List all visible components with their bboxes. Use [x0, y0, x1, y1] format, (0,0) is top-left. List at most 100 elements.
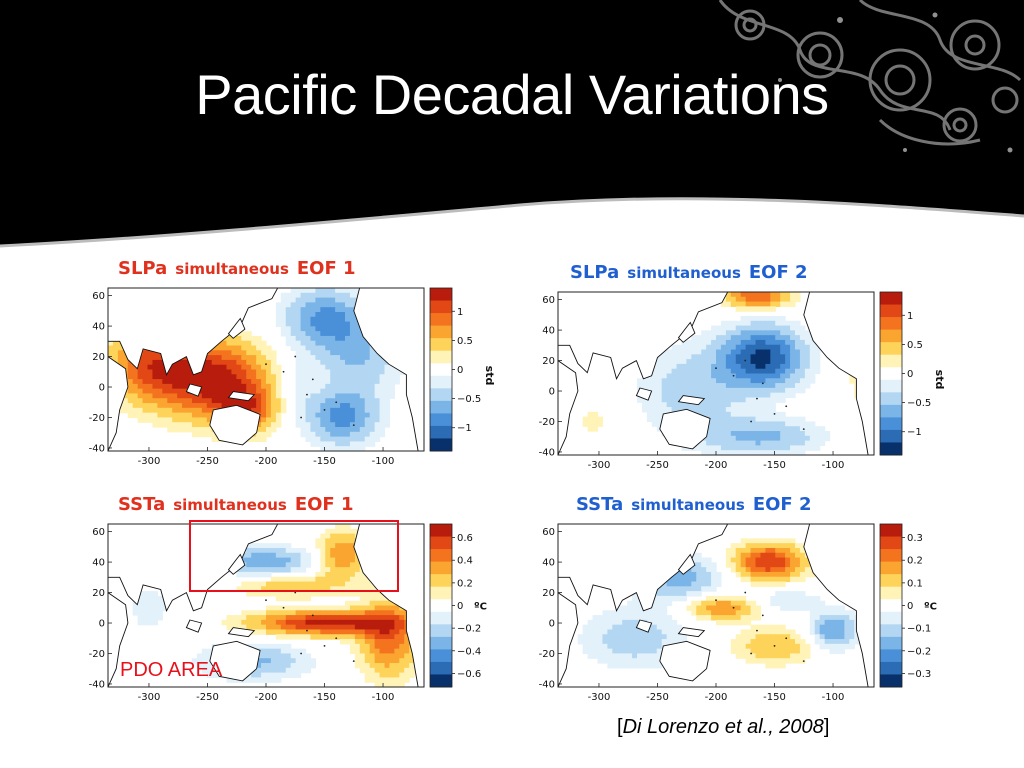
colorbar-unit: std — [933, 370, 946, 390]
colorbar-tick-label: 0.4 — [457, 556, 473, 567]
panel-variable: SSTa — [118, 494, 166, 515]
map-ssta-eof1: 60 40 20 0 -20 -40 -300 -250 -200 -150 -100 0.6 0.4 0… — [89, 523, 487, 703]
colorbar-tick-label: −0.2 — [907, 646, 931, 657]
lon-tick-label: -200 — [255, 456, 278, 467]
lon-tick-label: -200 — [705, 692, 728, 703]
colorbar-tick-label: −1 — [907, 427, 922, 438]
panel-variable: SLPa — [570, 262, 620, 283]
lat-tick-label: 60 — [542, 295, 555, 306]
lon-tick-label: -300 — [138, 456, 161, 467]
lon-tick-label: -100 — [372, 456, 395, 467]
colorbar-tick-label: 0 — [457, 365, 463, 376]
citation-close-bracket: ] — [823, 716, 830, 738]
panel-slpa-eof1: SLPa simultaneous EOF 1 60 40 20 0 -20 -40 -300 -… — [88, 258, 508, 477]
panel-variable: SSTa — [576, 494, 624, 515]
panel-eof: EOF 1 — [294, 494, 354, 515]
lat-tick-label: 0 — [549, 387, 555, 398]
colorbar-unit: ºC — [924, 602, 937, 613]
panel-title: SLPa simultaneous EOF 1 — [118, 258, 356, 279]
lat-tick-label: 40 — [92, 322, 105, 333]
colorbar-tick-label: −0.4 — [457, 646, 481, 657]
colorbar-tick-label: −0.6 — [457, 669, 481, 680]
map-slpa-eof2: 60 40 20 0 -20 -40 -300 -250 -200 -150 -100 1 0.5 0 −0… — [539, 291, 946, 471]
colorbar-tick-label: −0.5 — [907, 398, 931, 409]
lat-tick-label: -40 — [539, 447, 555, 458]
panel-mode: simultaneous — [175, 260, 289, 278]
pdo-area-box — [189, 520, 399, 592]
lat-tick-label: 60 — [92, 291, 105, 302]
citation: [Di Lorenzo et al., 2008] — [617, 716, 829, 739]
lon-tick-label: -300 — [588, 460, 611, 471]
lat-tick-label: 40 — [542, 326, 555, 337]
lat-tick-label: 0 — [99, 619, 105, 630]
lat-tick-label: -40 — [89, 679, 105, 690]
lon-tick-label: -200 — [255, 692, 278, 703]
colorbar-tick-label: 0.2 — [457, 578, 473, 589]
map-ssta-eof2: 60 40 20 0 -20 -40 -300 -250 -200 -150 -100 0.3 0.2 0… — [539, 523, 937, 703]
pdo-area-label: PDO AREA — [120, 659, 223, 681]
colorbar-unit: std — [483, 366, 496, 386]
lon-tick-label: -100 — [822, 692, 845, 703]
lat-tick-label: -40 — [539, 679, 555, 690]
panel-variable: SLPa — [118, 258, 168, 279]
panel-ssta-eof2: SSTa simultaneous EOF 2 60 40 20 0 -20 -40 -300 -… — [538, 494, 958, 713]
lat-tick-label: 0 — [549, 619, 555, 630]
panel-eof: EOF 2 — [752, 494, 812, 515]
panel-mode: simultaneous — [173, 496, 287, 514]
lon-tick-label: -100 — [372, 692, 395, 703]
lat-tick-label: 20 — [542, 356, 555, 367]
colorbar-tick-label: 0.5 — [457, 336, 473, 347]
lon-tick-label: -300 — [138, 692, 161, 703]
lat-tick-label: 20 — [92, 588, 105, 599]
panel-eof: EOF 2 — [748, 262, 808, 283]
lat-tick-label: -20 — [89, 649, 105, 660]
panel-ssta-eof1: SSTa simultaneous EOF 1 60 40 20 0 -20 -40 -300 -… — [88, 494, 508, 713]
colorbar-tick-label: −0.1 — [907, 624, 931, 635]
panel-title: SSTa simultaneous EOF 2 — [576, 494, 812, 515]
lon-tick-label: -250 — [646, 460, 669, 471]
colorbar-tick-label: −0.5 — [457, 394, 481, 405]
panel-eof: EOF 1 — [296, 258, 356, 279]
colorbar — [429, 523, 453, 688]
lat-tick-label: -20 — [89, 413, 105, 424]
swirl-ornament — [718, 0, 1022, 146]
panel-title: SLPa simultaneous EOF 2 — [570, 262, 808, 283]
lat-tick-label: 40 — [542, 558, 555, 569]
lat-tick-label: 60 — [542, 527, 555, 538]
panel-mode: simultaneous — [631, 496, 745, 514]
colorbar — [429, 287, 453, 452]
panel-slpa-eof2: SLPa simultaneous EOF 2 60 40 20 0 -20 -40 -300 -… — [538, 262, 958, 481]
lon-tick-label: -150 — [763, 692, 786, 703]
lat-tick-label: 20 — [92, 352, 105, 363]
lon-tick-label: -250 — [196, 456, 219, 467]
lon-tick-label: -150 — [313, 456, 336, 467]
colorbar-tick-label: 0 — [457, 601, 463, 612]
colorbar-tick-label: 0.5 — [907, 340, 923, 351]
lat-tick-label: 40 — [92, 558, 105, 569]
colorbar-tick-label: 1 — [457, 307, 463, 318]
lat-tick-label: 60 — [92, 527, 105, 538]
slide-title: Pacific Decadal Variations — [195, 63, 829, 126]
lat-tick-label: 20 — [542, 588, 555, 599]
colorbar-tick-label: −1 — [457, 423, 472, 434]
colorbar — [879, 523, 903, 688]
lon-tick-label: -250 — [196, 692, 219, 703]
lon-tick-label: -150 — [763, 460, 786, 471]
colorbar-tick-label: 1 — [907, 311, 913, 322]
lat-tick-label: 0 — [99, 383, 105, 394]
lat-tick-label: -20 — [539, 417, 555, 428]
lat-tick-label: -40 — [89, 443, 105, 454]
colorbar-tick-label: 0.2 — [907, 556, 923, 567]
colorbar-tick-label: 0.1 — [907, 578, 923, 589]
lat-tick-label: -20 — [539, 649, 555, 660]
citation-text: Di Lorenzo et al., 2008 — [622, 716, 824, 738]
colorbar — [879, 291, 903, 456]
colorbar-tick-label: −0.3 — [907, 669, 931, 680]
lon-tick-label: -300 — [588, 692, 611, 703]
lon-tick-label: -100 — [822, 460, 845, 471]
citation-open-bracket: [ — [617, 716, 623, 738]
panel-title: SSTa simultaneous EOF 1 — [118, 494, 354, 515]
title-banner — [0, 0, 1024, 248]
colorbar-unit: ºC — [474, 602, 487, 613]
colorbar-tick-label: 0 — [907, 369, 913, 380]
